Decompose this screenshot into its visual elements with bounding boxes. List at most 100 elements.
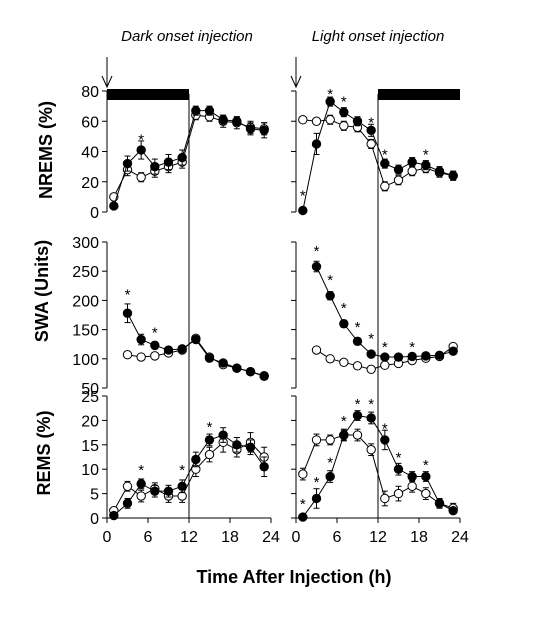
- y-axis-label-swa: SWA (Units): [32, 240, 52, 342]
- y-tick-label: 300: [72, 235, 99, 252]
- y-tick-label: 200: [72, 293, 99, 310]
- filled-data-point: [421, 160, 431, 170]
- filled-data-point: [191, 105, 201, 116]
- filled-data-point: [136, 145, 146, 155]
- filled-data-point: [407, 157, 417, 167]
- open-data-point: [204, 449, 215, 460]
- significance-star: *: [179, 462, 185, 479]
- filled-data-point: [434, 350, 445, 360]
- significance-star: *: [138, 462, 144, 479]
- x-tick-label: 12: [369, 529, 387, 546]
- significance-star: *: [396, 450, 402, 467]
- significance-star: *: [355, 396, 361, 413]
- filled-data-point: [232, 440, 242, 450]
- open-data-point: [339, 357, 349, 368]
- x-tick-label: 18: [221, 529, 239, 546]
- open-data-point: [366, 364, 376, 375]
- significance-star: *: [314, 243, 320, 260]
- filled-data-point: [325, 96, 335, 107]
- open-data-point: [136, 352, 146, 362]
- open-data-point: [311, 116, 322, 126]
- filled-data-point: [393, 464, 404, 474]
- significance-star: *: [300, 496, 306, 513]
- x-tick-label: 0: [103, 529, 112, 546]
- significance-star: *: [382, 420, 388, 437]
- dark-period-bar: [378, 89, 460, 100]
- panel-dark-nrems: 0 20 40 60 80 *: [81, 57, 269, 518]
- filled-data-point: [421, 351, 431, 361]
- filled-data-point: [352, 116, 363, 126]
- significance-star: *: [423, 147, 429, 164]
- filled-data-point: [232, 363, 242, 373]
- filled-data-point: [259, 125, 269, 136]
- filled-data-point: [339, 319, 349, 329]
- significance-star: *: [207, 419, 213, 436]
- open-data-point: [393, 488, 404, 499]
- filled-data-point: [311, 261, 322, 272]
- significance-star: *: [314, 474, 320, 491]
- open-data-point: [150, 351, 160, 361]
- injection-arrow-head: [290, 75, 302, 89]
- filled-data-point: [421, 471, 431, 482]
- filled-data-point: [163, 157, 174, 167]
- open-data-point: [311, 345, 322, 355]
- filled-data-point: [448, 346, 458, 356]
- open-data-point: [421, 488, 431, 499]
- open-data-point: [298, 469, 308, 479]
- column-title-light: Light onset injection: [312, 28, 445, 45]
- significance-star: *: [423, 457, 429, 474]
- significance-star: *: [368, 330, 374, 347]
- filled-data-point: [380, 435, 390, 445]
- y-tick-label: 20: [81, 175, 99, 192]
- significance-star: *: [341, 413, 347, 430]
- open-data-point: [122, 481, 133, 491]
- y-tick-label: 150: [72, 323, 99, 340]
- y-tick-label: 100: [72, 352, 99, 369]
- significance-star: *: [327, 454, 333, 471]
- filled-data-point: [448, 505, 458, 516]
- panel-light-nrems: * * * * * *: [290, 57, 460, 518]
- filled-data-point: [177, 152, 187, 163]
- x-tick-label: 24: [451, 529, 469, 546]
- filled-data-point: [407, 471, 417, 482]
- significance-star: *: [125, 287, 131, 304]
- filled-data-point: [298, 205, 308, 216]
- significance-star: *: [138, 131, 144, 148]
- x-axis-label: Time After Injection (h): [196, 567, 391, 587]
- filled-data-point: [393, 352, 404, 362]
- filled-data-point: [393, 164, 404, 175]
- filled-data-point: [448, 171, 458, 181]
- filled-data-point: [311, 139, 322, 149]
- significance-star: *: [382, 339, 388, 356]
- filled-data-point: [380, 158, 390, 169]
- open-data-point: [393, 175, 404, 185]
- filled-data-point: [434, 498, 445, 509]
- open-data-point: [366, 139, 376, 149]
- y-tick-label: 20: [81, 413, 99, 430]
- y-tick-label: 25: [81, 389, 99, 406]
- x-tick-label: 12: [180, 529, 198, 546]
- open-data-point: [325, 354, 335, 364]
- open-data-point: [352, 430, 363, 440]
- filled-data-point: [204, 435, 215, 445]
- significance-star: *: [409, 339, 415, 356]
- filled-data-point: [325, 291, 335, 301]
- dark-period-bar: [107, 89, 189, 100]
- y-axis-label-nrems: NREMS (%): [36, 101, 56, 199]
- filled-data-point: [163, 486, 174, 496]
- filled-data-point: [407, 351, 417, 362]
- filled-data-point: [298, 512, 308, 522]
- filled-data-point: [136, 334, 146, 345]
- filled-data-point: [311, 493, 322, 504]
- open-data-point: [136, 172, 146, 182]
- x-tick-label: 18: [410, 529, 428, 546]
- filled-data-point: [150, 486, 160, 496]
- open-data-point: [311, 435, 322, 445]
- x-tick-label: 24: [262, 529, 280, 546]
- x-tick-label: 0: [292, 529, 301, 546]
- filled-data-point: [259, 462, 269, 472]
- significance-star: *: [382, 147, 388, 164]
- filled-data-point: [366, 413, 376, 423]
- filled-data-point: [352, 336, 363, 346]
- filled-data-point: [366, 125, 376, 136]
